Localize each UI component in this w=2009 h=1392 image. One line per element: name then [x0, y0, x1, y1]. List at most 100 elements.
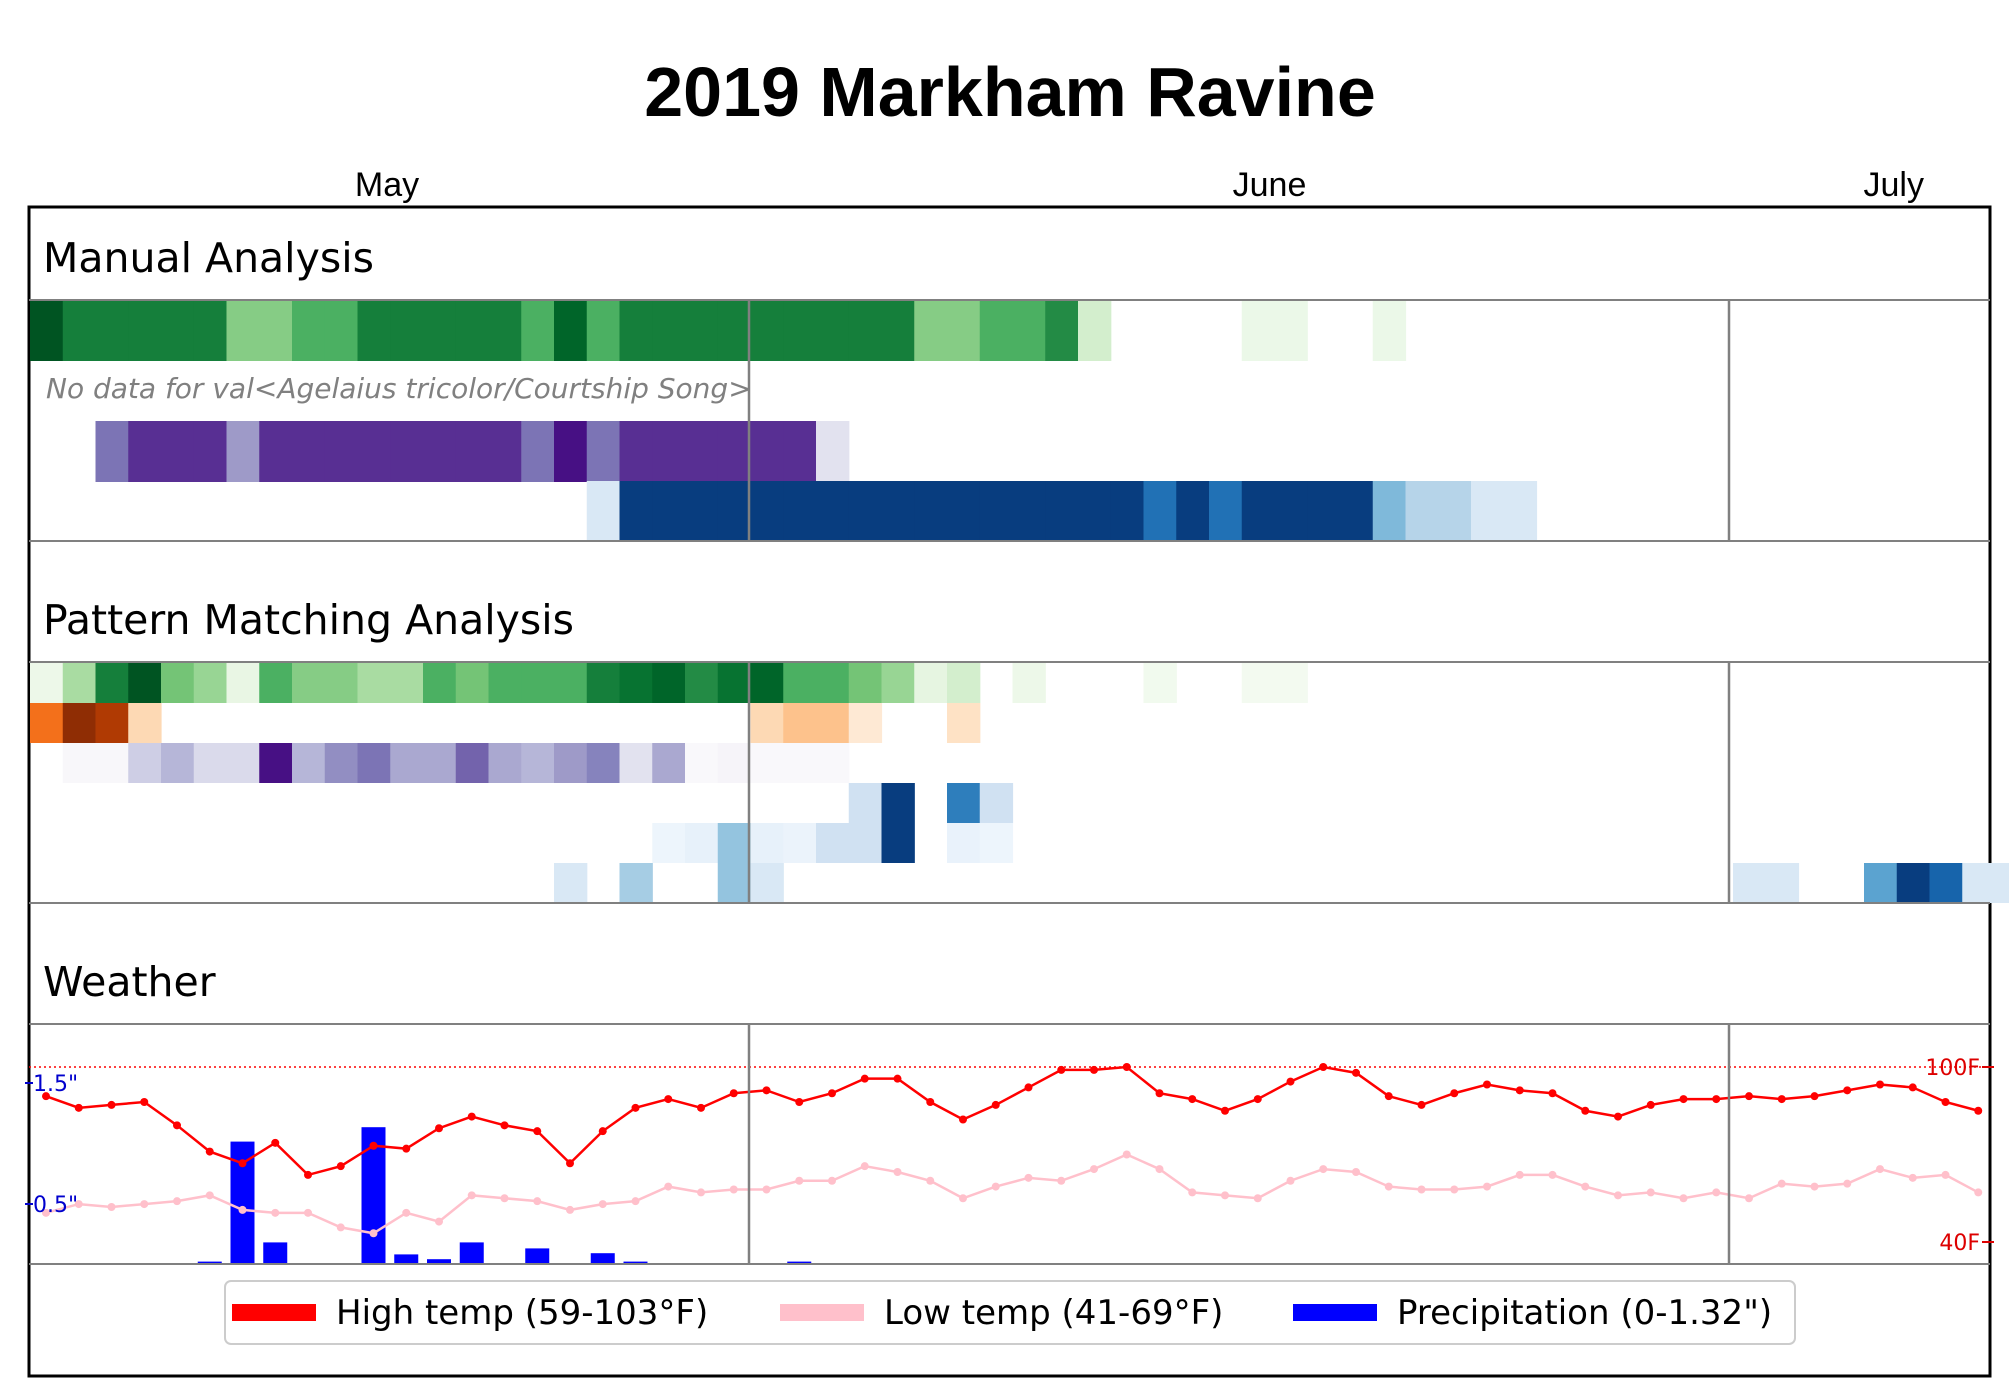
low-temp-series-point	[1876, 1165, 1884, 1174]
legend-label: High temp (59-103°F)	[336, 1293, 708, 1333]
manual-cell	[1012, 300, 1046, 361]
pattern-cell	[193, 663, 228, 703]
manual-cell	[128, 300, 162, 361]
pattern-cell	[357, 743, 391, 783]
pattern-row-5	[652, 823, 1014, 863]
high-temp-series-point	[1843, 1086, 1852, 1095]
pattern-cell	[881, 783, 915, 823]
manual-cell	[521, 421, 555, 482]
manual-cell	[783, 300, 817, 361]
pattern-section-title: Pattern Matching Analysis	[43, 596, 574, 644]
pattern-cell	[750, 823, 784, 863]
manual-cell	[881, 481, 915, 542]
month-label-may: May	[355, 166, 419, 204]
manual-cell	[1340, 481, 1374, 542]
pattern-cell	[947, 783, 981, 823]
high-temp-series-point	[140, 1098, 149, 1106]
low-temp-series-point	[1417, 1185, 1426, 1194]
manual-cell	[1405, 481, 1439, 542]
high-temp-series-point	[173, 1121, 181, 1130]
low-temp-series-point	[1319, 1165, 1328, 1174]
pattern-cell	[848, 823, 883, 863]
pattern-row-2	[30, 703, 981, 743]
high-temp-series-point	[1450, 1089, 1459, 1098]
high-temp-series-point	[1188, 1095, 1197, 1104]
low-temp-series-point	[1843, 1179, 1852, 1188]
manual-cell	[914, 481, 948, 542]
high-temp-series-point	[1090, 1065, 1098, 1074]
pattern-cell	[161, 663, 195, 703]
manual-cell	[554, 421, 588, 482]
low-temp-series-point	[1679, 1194, 1688, 1203]
weather-section-title: Weather	[43, 958, 216, 1006]
high-temp-series-point	[533, 1127, 542, 1136]
precip-tick-label: 0.5"	[33, 1193, 78, 1218]
manual-cell	[1078, 300, 1112, 361]
low-temp-series-point	[1712, 1188, 1721, 1197]
pattern-cell	[848, 703, 883, 743]
manual-cell	[848, 481, 883, 542]
manual-cell	[750, 300, 784, 361]
pattern-cell	[1143, 663, 1177, 703]
manual-cell	[423, 421, 457, 482]
manual-cell	[914, 300, 948, 361]
weather-axis-labels: 1.5" 0.5" 100F 40F	[25, 1056, 1994, 1256]
high-temp-series-point	[1319, 1063, 1328, 1071]
high-temp-series-point	[1515, 1086, 1524, 1095]
low-temp-series-point	[598, 1200, 607, 1209]
low-temp-series-point	[1614, 1191, 1622, 1200]
pattern-cell	[750, 703, 784, 743]
month-label-june: June	[1233, 166, 1307, 204]
pattern-cell	[488, 663, 522, 703]
manual-cell	[455, 300, 490, 361]
high-temp-series-point	[1155, 1089, 1164, 1098]
manual-cell	[586, 421, 621, 482]
low-temp-series-point	[926, 1176, 935, 1185]
pattern-cell	[947, 703, 981, 743]
manual-cell	[1274, 300, 1308, 361]
manual-cell	[95, 300, 129, 361]
high-temp-series-point	[664, 1095, 673, 1104]
low-temp-series-point	[1974, 1188, 1983, 1197]
week-lines	[747, 300, 1731, 1264]
precip-bar	[787, 1261, 812, 1264]
manual-cell	[783, 421, 817, 482]
manual-cell	[292, 300, 326, 361]
precip-bar	[525, 1248, 550, 1264]
manual-cell	[488, 300, 522, 361]
low-temp-series-point	[1646, 1188, 1655, 1197]
high-temp-series-point	[238, 1159, 247, 1168]
low-temp-series	[42, 1150, 1983, 1238]
low-temp-series-point	[1908, 1173, 1917, 1182]
manual-cell	[783, 481, 817, 542]
low-temp-series-point	[238, 1205, 247, 1214]
high-temp-series-point	[1581, 1106, 1590, 1115]
pattern-cell	[848, 663, 883, 703]
high-temp-series-point	[1286, 1077, 1295, 1086]
manual-cell	[652, 481, 686, 542]
manual-cell	[455, 421, 490, 482]
manual-cell	[619, 300, 653, 361]
pattern-cell	[783, 823, 817, 863]
high-temp-series-point	[795, 1098, 804, 1106]
manual-cell	[652, 300, 686, 361]
manual-cell	[685, 481, 719, 542]
manual-cell	[30, 300, 64, 361]
high-temp-series-point	[402, 1144, 411, 1153]
low-temp-series-point	[74, 1200, 83, 1209]
pattern-heatmap	[30, 663, 2009, 903]
high-temp-series-point	[1712, 1095, 1721, 1104]
manual-cell	[1110, 481, 1145, 542]
low-temp-series-point	[795, 1176, 804, 1185]
high-temp-series-point	[1777, 1095, 1786, 1104]
low-temp-series-point	[1450, 1185, 1459, 1194]
manual-cell	[1209, 481, 1243, 542]
pattern-cell	[717, 863, 752, 903]
high-temp-series-point	[1876, 1080, 1884, 1089]
weather-legend: High temp (59-103°F) Low temp (41-69°F) Pr…	[224, 1280, 1796, 1345]
high-temp-series-point	[598, 1127, 607, 1136]
low-temp-series-point	[205, 1191, 214, 1200]
low-temp-series-point	[467, 1191, 476, 1200]
low-temp-series-point	[336, 1223, 345, 1232]
